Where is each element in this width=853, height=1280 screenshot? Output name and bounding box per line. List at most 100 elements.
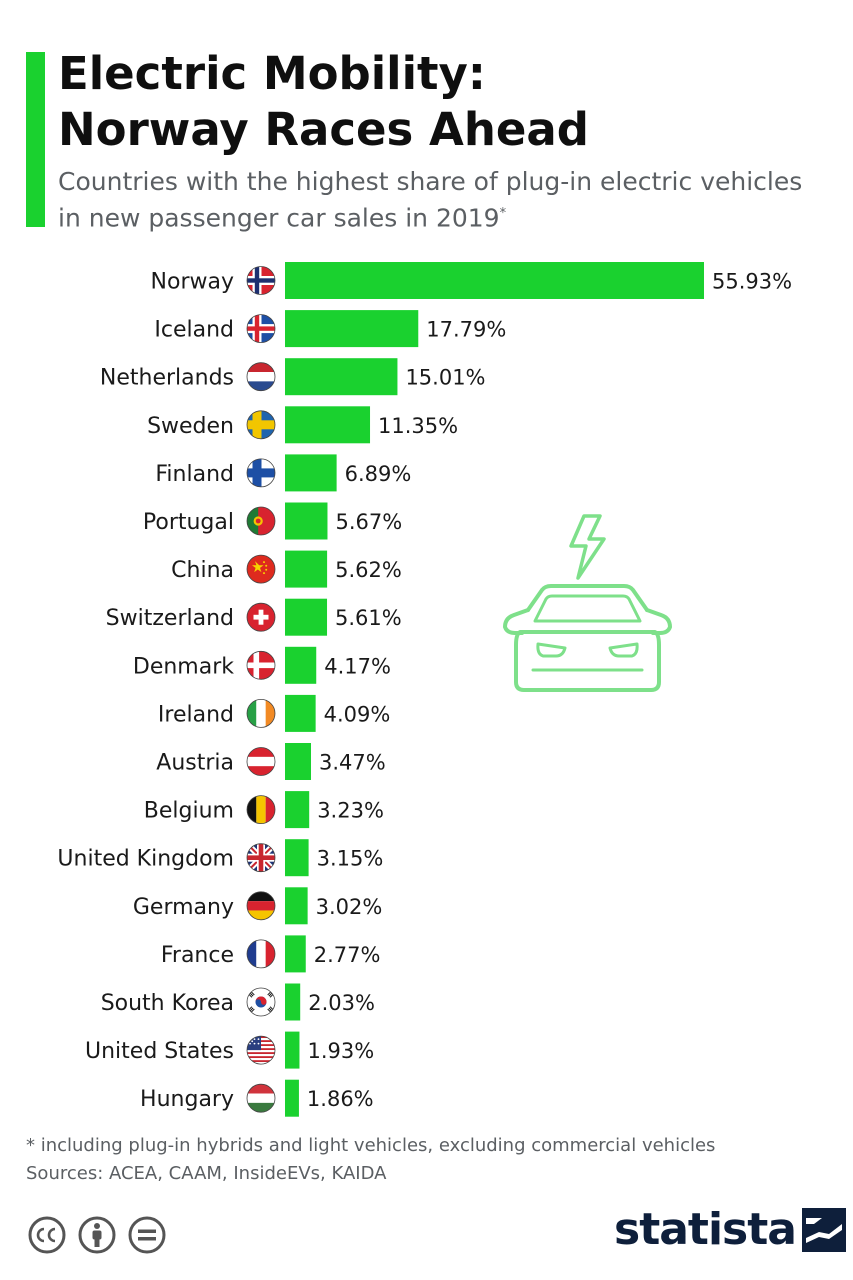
china-flag-icon (246, 554, 276, 584)
bar (285, 406, 371, 444)
bar-row-7: Switzerland 5.61% (106, 598, 402, 636)
statista-logo-mark-icon (801, 1208, 846, 1252)
ireland-flag-icon (246, 698, 276, 728)
category-label: Denmark (133, 654, 234, 679)
bar (285, 262, 704, 299)
category-label: Sweden (147, 414, 234, 439)
value-label: 55.93% (712, 270, 792, 294)
value-label: 6.89% (345, 462, 412, 486)
bar-row-15: South Korea 2.03% (101, 983, 375, 1021)
bar-row-3: Sweden 11.35% (147, 406, 458, 444)
category-label: Netherlands (100, 366, 234, 391)
value-label: 4.17% (324, 654, 391, 678)
statista-wordmark: statista (614, 1204, 797, 1255)
category-label: Portugal (143, 510, 234, 535)
category-label: Hungary (140, 1087, 234, 1112)
bar (285, 454, 337, 492)
bar-row-9: Ireland 4.09% (158, 694, 391, 732)
south-korea-flag-icon (246, 987, 276, 1017)
category-label: Austria (156, 751, 234, 776)
bar-row-6: China 5.62% (171, 550, 402, 588)
bar (285, 1079, 299, 1117)
austria-flag-icon (246, 747, 276, 776)
category-label: Norway (151, 270, 234, 295)
category-label: France (161, 943, 234, 968)
value-label: 3.15% (317, 847, 384, 871)
title-line-2: Norway Races Ahead (58, 103, 589, 156)
category-label: Ireland (158, 702, 234, 727)
subtitle-line-2: in new passenger car sales in 2019 (58, 203, 500, 233)
sources-text: Sources: ACEA, CAAM, InsideEVs, KAIDA (26, 1163, 387, 1184)
bar (285, 502, 328, 540)
attribution-icon[interactable] (78, 1216, 116, 1254)
united-states-flag-icon (246, 1035, 276, 1065)
category-label: United Kingdom (57, 847, 234, 872)
sweden-flag-icon (246, 410, 276, 440)
denmark-flag-icon (246, 650, 276, 680)
value-label: 4.09% (324, 702, 391, 726)
value-label: 3.47% (319, 751, 386, 775)
bar-row-10: Austria 3.47% (156, 743, 386, 780)
bar-row-12: United Kingdom 3.15% (57, 839, 384, 877)
norway-flag-icon (246, 266, 276, 295)
bar-row-8: Denmark 4.17% (133, 646, 391, 684)
category-label: United States (85, 1039, 234, 1064)
bar-row-2: Netherlands 15.01% (100, 358, 486, 396)
finland-flag-icon (246, 458, 276, 488)
value-label: 5.62% (335, 558, 402, 582)
france-flag-icon (246, 939, 276, 969)
bar (285, 839, 309, 877)
title-accent-bar (26, 52, 45, 227)
bar (285, 358, 398, 396)
bar-row-17: Hungary 1.86% (140, 1079, 374, 1117)
value-label: 17.79% (426, 318, 506, 342)
bar (285, 694, 316, 732)
belgium-flag-icon (246, 795, 276, 824)
category-label: Iceland (154, 318, 234, 343)
bar (285, 550, 328, 588)
bar-chart: Norway 55.93% Iceland 17.79% Netherlands 15.0… (57, 262, 792, 1117)
netherlands-flag-icon (246, 362, 276, 392)
category-label: Germany (133, 895, 234, 920)
hungary-flag-icon (246, 1083, 276, 1113)
value-label: 5.61% (335, 606, 402, 630)
value-label: 3.02% (316, 895, 383, 919)
statista-logo[interactable]: statista (614, 1205, 846, 1255)
bar (285, 935, 306, 973)
bar (285, 310, 419, 348)
united-kingdom-flag-icon (246, 843, 276, 873)
subtitle-line-1: Countries with the highest share of plug… (58, 167, 803, 196)
category-label: Belgium (144, 799, 234, 824)
chart-subtitle: Countries with the highest share of plug… (58, 166, 848, 234)
category-label: Finland (155, 462, 234, 487)
chart-title: Electric Mobility: Norway Races Ahead (58, 46, 838, 158)
category-label: China (171, 558, 234, 583)
value-label: 5.67% (335, 510, 402, 534)
footnote-block: * including plug-in hybrids and light ve… (26, 1132, 836, 1188)
title-line-1: Electric Mobility: (58, 47, 486, 100)
value-label: 1.86% (307, 1087, 374, 1111)
footnote-text: * including plug-in hybrids and light ve… (26, 1135, 716, 1156)
bar-row-16: United States 1.93% (85, 1031, 374, 1069)
value-label: 11.35% (378, 414, 458, 438)
category-label: Switzerland (106, 606, 234, 631)
value-label: 2.77% (314, 943, 381, 967)
portugal-flag-icon (246, 506, 276, 536)
bar-row-13: Germany 3.02% (133, 887, 383, 925)
bar-row-0: Norway 55.93% (151, 262, 792, 299)
iceland-flag-icon (246, 314, 276, 343)
switzerland-flag-icon (246, 602, 276, 632)
creative-commons-icon[interactable] (28, 1216, 66, 1254)
no-derivatives-icon[interactable] (128, 1216, 166, 1254)
value-label: 2.03% (308, 991, 375, 1015)
category-label: South Korea (101, 991, 234, 1016)
subtitle-footnote-mark: * (499, 206, 507, 221)
electric-car-icon (503, 514, 672, 692)
bar-row-4: Finland 6.89% (155, 454, 412, 492)
license-icons (28, 1216, 166, 1254)
value-label: 3.23% (317, 799, 384, 823)
bar (285, 887, 308, 925)
bar (285, 983, 301, 1021)
bar-row-5: Portugal 5.67% (143, 502, 402, 540)
value-label: 15.01% (405, 366, 485, 390)
